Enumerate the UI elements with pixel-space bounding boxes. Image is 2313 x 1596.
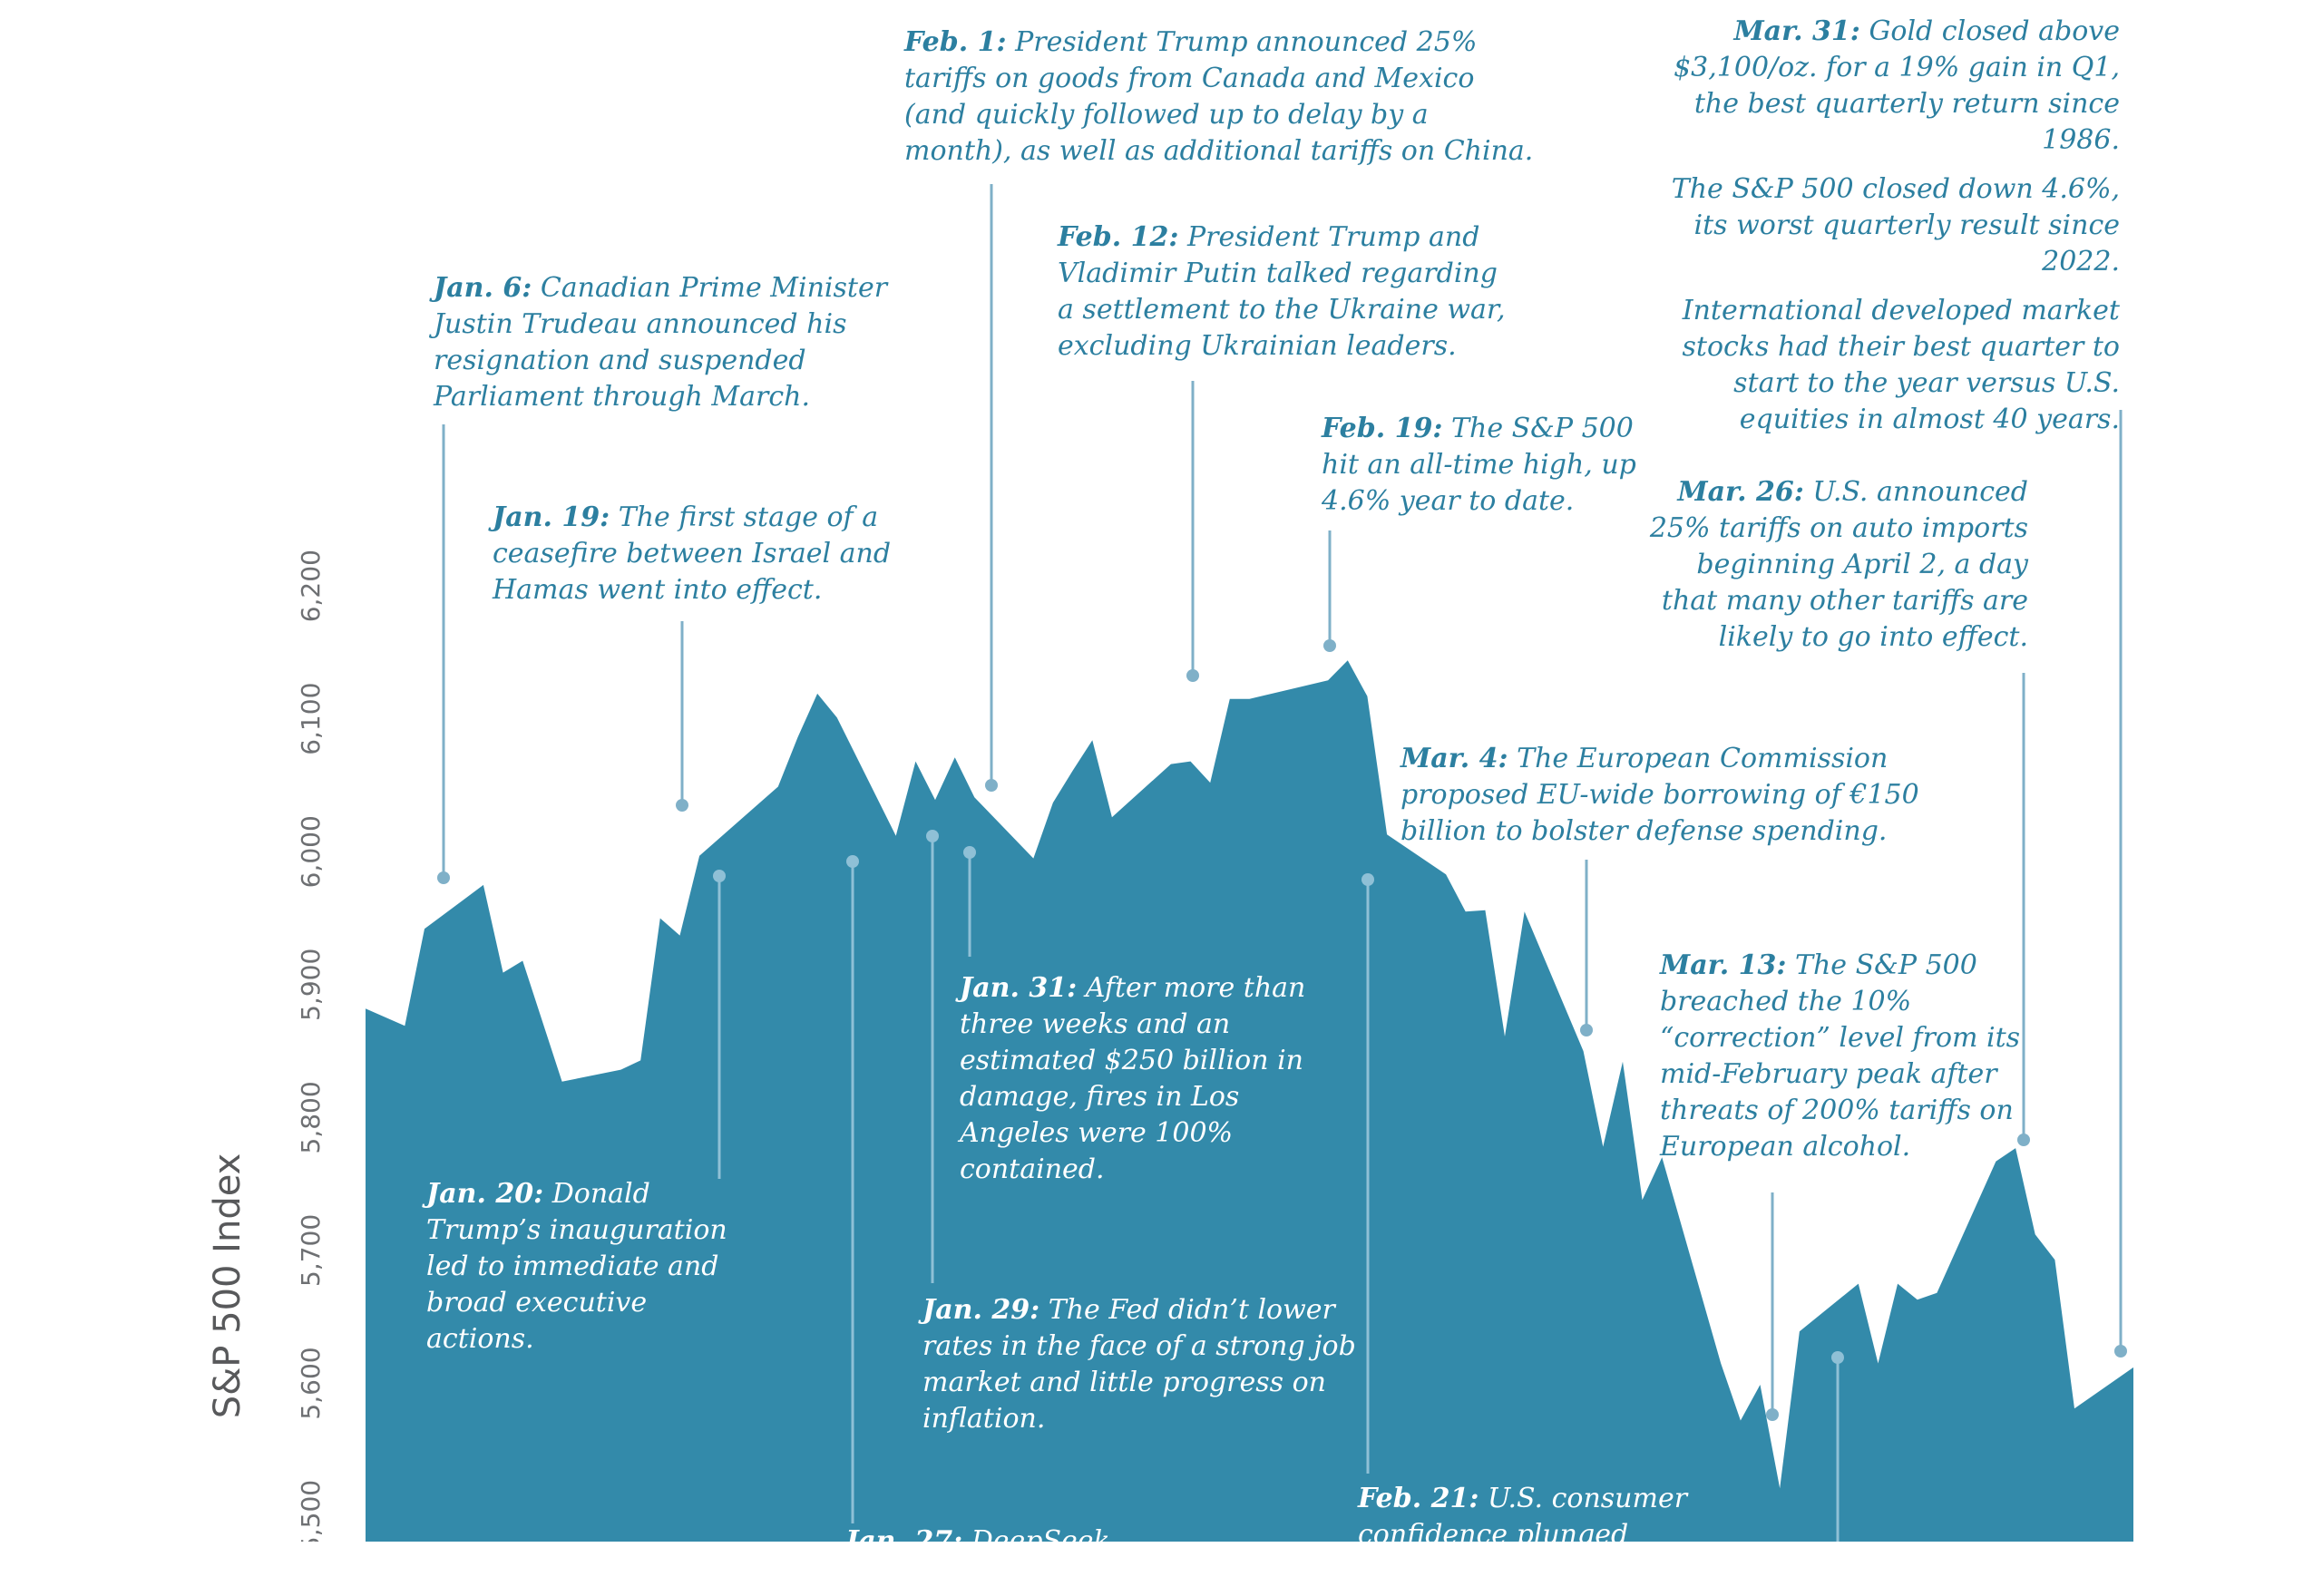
annotation-dot (2017, 1134, 2030, 1146)
annotation-jan6-text: Canadian Prime Minister Justin Trudeau a… (434, 272, 888, 413)
sp500-chart: 5,500 5,600 5,700 5,800 5,900 6,000 6,100 6,200… (207, 184, 2133, 1542)
annotation-feb19: Feb. 19: The S&P 500 hit an all-time hig… (1322, 411, 1648, 520)
annotation-dot (713, 870, 726, 882)
annotation-jan31-text: After more than three weeks and an estim… (960, 972, 1306, 1185)
annotation-dot (676, 799, 688, 812)
annotation-dot (1186, 669, 1199, 682)
annotation-mar4-text: The European Commission proposed EU-wide… (1400, 743, 1919, 847)
annotation-dot (1361, 873, 1374, 886)
annotation-jan29-date: Jan. 29: (922, 1294, 1040, 1326)
annotation-jan20: Jan. 20: Donald Trump’s inauguration led… (426, 1176, 744, 1358)
annotation-mar31-text: Gold closed above $3,100/oz. for a 19% g… (1674, 15, 2120, 156)
annotation-dot (963, 846, 976, 859)
annotation-dot (985, 779, 998, 792)
annotation-dot (926, 830, 939, 842)
annotation-feb12-date: Feb. 12: (1058, 221, 1179, 253)
annotation-mar4-date: Mar. 4: (1400, 743, 1508, 774)
annotation-jan19: Jan. 19: The first stage of a ceasefire … (493, 500, 892, 608)
annotation-mar13: Mar. 13: The S&P 500 breached the 10% “c… (1660, 948, 2023, 1165)
annotation-mar26-date: Mar. 26: (1677, 476, 1804, 508)
y-tick-label: 5,600 (296, 1347, 326, 1419)
annotation-mar31-main: Mar. 31: Gold closed above $3,100/oz. fo… (1660, 14, 2120, 159)
annotation-mar26: Mar. 26: U.S. announced 25% tariffs on a… (1633, 474, 2028, 656)
annotation-mar4: Mar. 4: The European Commission proposed… (1400, 741, 1945, 850)
annotation-mar31-sp500-note: The S&P 500 closed down 4.6%, its worst … (1671, 173, 2120, 277)
annotation-feb1: Feb. 1: President Trump announced 25% ta… (904, 24, 1539, 170)
y-tick-label: 5,900 (296, 949, 326, 1021)
annotation-jan31-date: Jan. 31: (960, 972, 1078, 1004)
y-tick-label: 6,000 (296, 815, 326, 888)
annotation-feb1-date: Feb. 1: (904, 26, 1007, 58)
annotation-mar31-date: Mar. 31: (1733, 15, 1860, 47)
annotation-jan31: Jan. 31: After more than three weeks and… (960, 970, 1322, 1188)
annotation-mar26-text: U.S. announced 25% tariffs on auto impor… (1649, 476, 2028, 653)
annotation-dot (1323, 639, 1336, 652)
annotation-dot (1580, 1024, 1593, 1036)
y-tick-label: 6,200 (296, 550, 326, 622)
sp500-area (366, 660, 2133, 1542)
annotation-mar13-text: The S&P 500 breached the 10% “correction… (1660, 949, 2021, 1163)
annotation-mar31-intl-note: International developed market stocks ha… (1682, 295, 2120, 435)
annotation-jan29: Jan. 29: The Fed didn’t lower rates in t… (922, 1292, 1358, 1437)
annotation-feb21: Feb. 21: U.S. consumer confidence plunge… (1358, 1481, 1721, 1553)
annotation-feb12: Feb. 12: President Trump and Vladimir Pu… (1058, 219, 1520, 365)
annotation-mar13-date: Mar. 13: (1660, 949, 1787, 981)
annotation-dot (2114, 1345, 2127, 1358)
y-tick-label: 6,100 (296, 683, 326, 755)
annotation-dot (437, 871, 450, 884)
annotation-jan6: Jan. 6: Canadian Prime Minister Justin T… (434, 270, 905, 415)
annotation-jan19-date: Jan. 19: (493, 501, 610, 533)
annotation-feb1-text: President Trump announced 25% tariffs on… (904, 26, 1534, 167)
annotation-jan19-text: The first stage of a ceasefire between I… (493, 501, 892, 606)
y-tick-label: 5,700 (296, 1214, 326, 1287)
annotation-feb12-text: President Trump and Vladimir Putin talke… (1058, 221, 1506, 362)
annotation-jan6-date: Jan. 6: (434, 272, 532, 304)
annotation-feb19-text: The S&P 500 hit an all-time high, up 4.6… (1322, 413, 1636, 517)
annotation-dot (1831, 1351, 1844, 1364)
annotation-dot (1766, 1408, 1779, 1421)
annotation-mar31: Mar. 31: Gold closed above $3,100/oz. fo… (1660, 14, 2120, 438)
annotation-jan29-text: The Fed didn’t lower rates in the face o… (922, 1294, 1356, 1435)
y-tick-label: 5,500 (296, 1480, 326, 1542)
annotation-jan20-date: Jan. 20: (426, 1178, 544, 1210)
annotation-feb19-date: Feb. 19: (1322, 413, 1443, 444)
annotation-dot (846, 855, 859, 868)
annotation-jan27: Jan. 27: DeepSeek—a (845, 1523, 1145, 1596)
annotation-jan20-text: Donald Trump’s inauguration led to immed… (426, 1178, 727, 1355)
annotation-feb21-date: Feb. 21: (1358, 1483, 1479, 1514)
y-axis-label: S&P 500 Index (207, 1153, 249, 1419)
y-tick-label: 5,800 (296, 1081, 326, 1153)
